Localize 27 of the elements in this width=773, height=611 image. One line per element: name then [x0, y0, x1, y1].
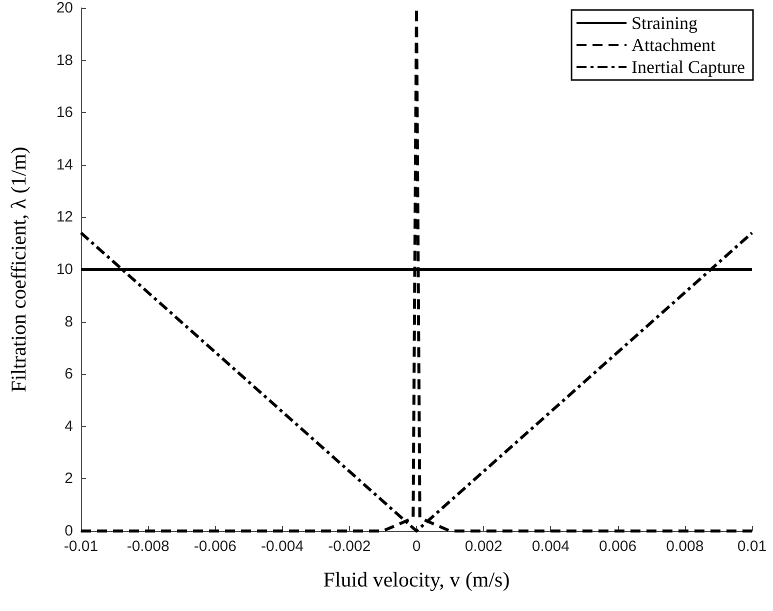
- y-tick-label: 8: [64, 313, 73, 330]
- x-tick-label: 0.01: [737, 538, 767, 555]
- x-tick-label: -0.002: [328, 538, 371, 555]
- y-tick-label: 12: [56, 208, 73, 226]
- y-tick-label: 14: [56, 156, 73, 174]
- legend-label: Inertial Capture: [632, 57, 746, 77]
- y-tick-label: 0: [64, 522, 73, 540]
- x-tick-label: -0.006: [194, 538, 236, 555]
- y-tick-label: 6: [64, 366, 73, 383]
- x-tick-label: 0: [412, 538, 421, 555]
- x-axis-title: Fluid velocity, v (m/s): [323, 568, 510, 592]
- x-tick-label: 0.008: [666, 538, 704, 555]
- x-tick-label: -0.004: [261, 538, 304, 555]
- legend-label: Attachment: [632, 35, 716, 55]
- x-tick-label: -0.01: [64, 538, 98, 555]
- x-tick-label: -0.008: [126, 538, 170, 555]
- legend-label: Straining: [632, 13, 698, 33]
- y-tick-label: 2: [64, 470, 73, 488]
- y-tick-label: 16: [56, 104, 73, 122]
- x-tick-label: 0.004: [532, 538, 570, 555]
- y-tick-label: 20: [56, 0, 73, 16]
- y-tick-label: 4: [64, 418, 73, 435]
- y-tick-label: 10: [56, 261, 73, 278]
- x-tick-label: 0.002: [464, 538, 502, 555]
- y-tick-label: 18: [56, 52, 73, 69]
- x-tick-label: 0.006: [599, 538, 637, 555]
- y-axis-title: Filtration coefficient, λ (1/m): [6, 146, 30, 392]
